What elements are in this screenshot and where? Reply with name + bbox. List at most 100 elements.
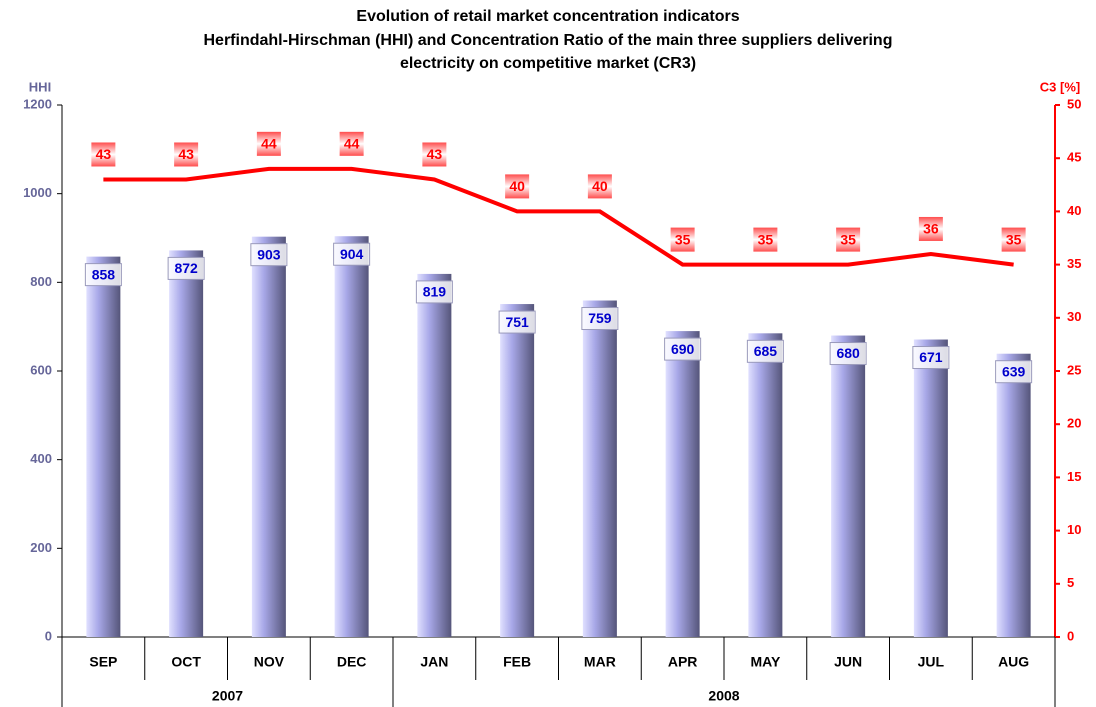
y-tick-label: 800 <box>30 274 52 289</box>
y-tick-label: 1000 <box>23 185 52 200</box>
y2-tick-label: 45 <box>1067 150 1081 165</box>
x-tick-label: NOV <box>254 654 285 670</box>
bar-label-box <box>167 256 205 280</box>
bar-label-box <box>415 280 453 304</box>
line-label-box <box>91 142 116 167</box>
x-tick-label: JAN <box>420 654 448 670</box>
line-label-box <box>918 216 943 241</box>
bar <box>831 335 866 637</box>
y2-tick-label: 10 <box>1067 522 1081 537</box>
line-label-box <box>670 227 695 252</box>
bar-value-label: 671 <box>919 349 943 365</box>
bar-label-box <box>498 310 536 334</box>
x-tick-label: MAR <box>584 654 616 670</box>
x-tick-label: FEB <box>503 654 531 670</box>
line-label-box <box>836 227 861 252</box>
line-value-label: 43 <box>96 146 112 162</box>
line-value-label: 43 <box>427 146 443 162</box>
y2-tick-label: 25 <box>1067 362 1081 377</box>
y-tick-label: 1200 <box>23 96 52 111</box>
line-label-box <box>174 142 199 167</box>
bar-value-label: 680 <box>836 345 860 361</box>
line-label-box <box>505 174 530 199</box>
y-tick-label: 200 <box>30 540 52 555</box>
line-value-label: 44 <box>261 136 277 152</box>
line-value-label: 35 <box>1006 231 1022 247</box>
y2-tick-label: 5 <box>1067 575 1074 590</box>
bar-value-label: 690 <box>671 341 695 357</box>
line-label-box <box>339 131 364 156</box>
line-label-box <box>1001 227 1026 252</box>
line-value-label: 35 <box>758 231 774 247</box>
y2-tick-label: 20 <box>1067 416 1081 431</box>
line-value-label: 44 <box>344 136 360 152</box>
group-label: 2007 <box>212 688 243 704</box>
line-label-box <box>587 174 612 199</box>
x-tick-label: JUN <box>834 654 862 670</box>
bar-value-label: 819 <box>423 284 447 300</box>
x-tick-label: SEP <box>89 654 117 670</box>
line-value-label: 40 <box>509 178 525 194</box>
line-value-label: 36 <box>923 221 939 237</box>
y2-tick-label: 15 <box>1067 469 1081 484</box>
bar <box>748 333 783 637</box>
x-tick-label: MAY <box>750 654 780 670</box>
y2-tick-label: 0 <box>1067 628 1074 643</box>
bar-value-label: 903 <box>257 246 281 262</box>
bar-value-label: 872 <box>174 260 198 276</box>
bar <box>582 300 617 637</box>
y2-tick-label: 40 <box>1067 203 1081 218</box>
bar <box>996 353 1031 637</box>
bar-value-label: 759 <box>588 310 612 326</box>
bar-value-label: 858 <box>92 266 116 282</box>
bar-label-box <box>912 346 950 370</box>
bar <box>251 236 286 638</box>
group-label: 2008 <box>708 688 739 704</box>
line-label-box <box>422 142 447 167</box>
x-tick-label: APR <box>668 654 698 670</box>
bar <box>665 331 700 637</box>
bar-value-label: 751 <box>505 314 529 330</box>
line-value-label: 40 <box>592 178 608 194</box>
bar <box>334 236 369 637</box>
y2-tick-label: 30 <box>1067 309 1081 324</box>
bar-label-box <box>84 263 122 287</box>
x-tick-label: JUL <box>918 654 945 670</box>
bar-label-box <box>664 337 702 361</box>
bar-label-box <box>333 242 371 266</box>
bar-value-label: 685 <box>754 343 778 359</box>
line <box>103 166 1014 267</box>
bar-label-box <box>829 342 867 366</box>
line-label-box <box>753 227 778 252</box>
bar <box>500 304 535 637</box>
bar-label-box <box>746 339 784 363</box>
bar-label-box <box>250 243 288 267</box>
y-tick-label: 0 <box>45 628 52 643</box>
bar <box>417 273 452 637</box>
chart-title: Herfindahl-Hirschman (HHI) and Concentra… <box>204 32 893 49</box>
x-tick-label: OCT <box>171 654 201 670</box>
bar-value-label: 904 <box>340 246 364 262</box>
y-axis-title: HHI <box>29 79 51 94</box>
chart-title: Evolution of retail market concentration… <box>356 8 739 25</box>
x-tick-label: DEC <box>337 654 367 670</box>
line-label-box <box>256 131 281 156</box>
bar-label-box <box>581 307 619 331</box>
y2-tick-label: 50 <box>1067 96 1081 111</box>
y-tick-label: 600 <box>30 362 52 377</box>
line-value-label: 35 <box>840 231 856 247</box>
bar <box>86 256 121 637</box>
chart-title: electricity on competitive market (CR3) <box>400 55 696 72</box>
y2-tick-label: 35 <box>1067 256 1081 271</box>
bar-label-box <box>995 360 1033 384</box>
x-tick-label: AUG <box>998 654 1029 670</box>
bar <box>913 339 948 637</box>
line-value-label: 43 <box>178 146 194 162</box>
bar <box>169 250 204 637</box>
line-value-label: 35 <box>675 231 691 247</box>
y2-axis-title: C3 [%] <box>1040 79 1080 94</box>
bar-value-label: 639 <box>1002 363 1026 379</box>
y-tick-label: 400 <box>30 451 52 466</box>
